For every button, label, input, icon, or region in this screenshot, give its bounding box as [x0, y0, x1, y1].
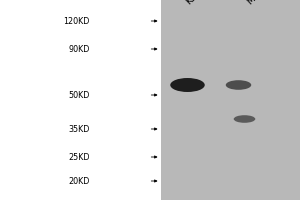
Text: 35KD: 35KD	[69, 124, 90, 134]
Text: MCR-7: MCR-7	[246, 0, 272, 6]
Ellipse shape	[226, 80, 251, 90]
Ellipse shape	[170, 78, 205, 92]
Text: 120KD: 120KD	[64, 17, 90, 25]
Bar	[160, 0, 300, 200]
Text: 50KD: 50KD	[69, 90, 90, 99]
Ellipse shape	[234, 115, 255, 123]
Text: 90KD: 90KD	[69, 45, 90, 53]
Text: 25KD: 25KD	[68, 152, 90, 162]
Text: K562: K562	[184, 0, 207, 6]
Text: 20KD: 20KD	[69, 176, 90, 186]
